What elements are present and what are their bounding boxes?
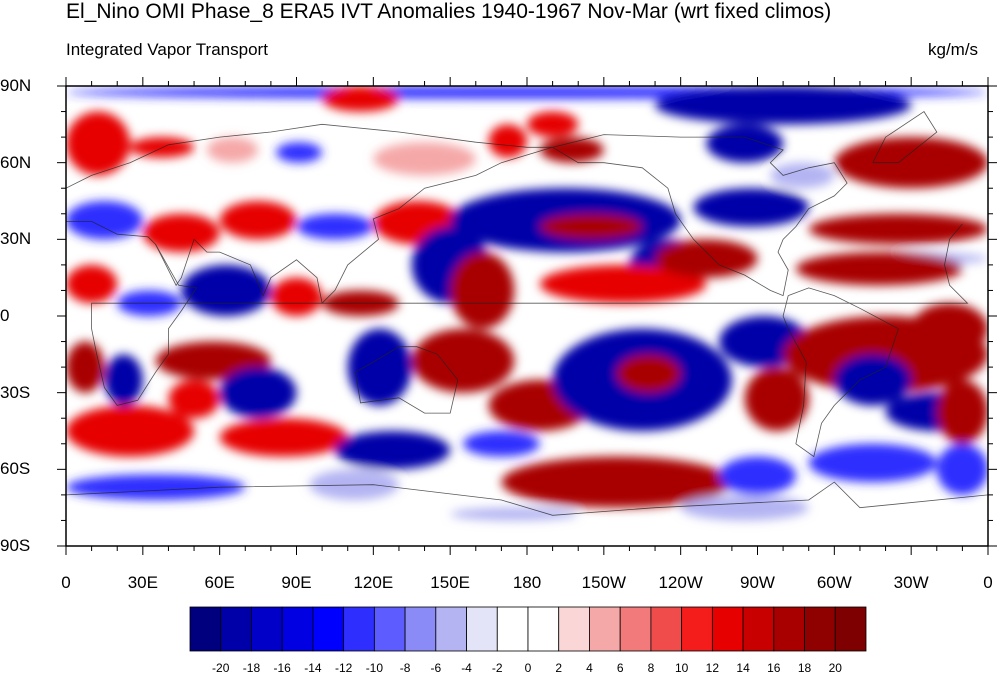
colorbar-tick-label: -4	[461, 661, 472, 675]
lat-tick-label: 60S	[0, 459, 31, 479]
lon-tick-label: 90E	[281, 573, 312, 592]
colorbar-tick-label: -18	[242, 661, 261, 675]
lon-tick-label: 120W	[658, 573, 703, 592]
colorbar-swatch	[343, 606, 375, 652]
lon-tick-label: 60W	[816, 573, 852, 592]
colorbar-tick-label: -6	[430, 661, 442, 675]
colorbar-swatch	[558, 606, 590, 652]
colorbar-swatch	[435, 606, 467, 652]
lon-tick-label: 150E	[430, 573, 470, 592]
colorbar-tick-label: 10	[674, 661, 689, 675]
colorbar-tick-label: -10	[365, 661, 384, 675]
lon-tick-label: 120E	[353, 573, 394, 592]
colorbar-tick-label: -14	[304, 661, 322, 675]
colorbar-swatch	[312, 606, 345, 652]
colorbar-swatch	[834, 606, 867, 652]
colorbar-tick-label: 8	[647, 661, 655, 675]
colorbar-swatch	[681, 606, 713, 652]
colorbar-tick-label: -12	[334, 661, 353, 675]
plot-title: El_Nino OMI Phase_8 ERA5 IVT Anomalies 1…	[66, 0, 832, 23]
lon-tick-label: 30E	[127, 573, 158, 592]
colorbar-tick-label: 0	[524, 661, 532, 675]
colorbar-swatch	[650, 606, 683, 652]
lat-tick-label: 30N	[0, 229, 32, 249]
colorbar-tick-label: 4	[586, 661, 593, 675]
colorbar-swatch	[466, 606, 498, 652]
colorbar-swatch	[804, 606, 836, 652]
colorbar-swatch	[189, 606, 222, 652]
lon-tick-label: 150W	[581, 573, 627, 592]
colorbar-swatch	[619, 606, 652, 652]
colorbar-tick-label: 2	[555, 661, 563, 675]
lon-tick-label: 30W	[893, 573, 929, 592]
colorbar-tick-label: 14	[736, 661, 750, 675]
colorbar-swatch	[527, 606, 560, 652]
colorbar-tick-label: -2	[491, 661, 503, 675]
colorbar-swatch	[589, 606, 621, 652]
colorbar-swatch	[373, 606, 406, 652]
colorbar-swatch	[251, 606, 283, 652]
colorbar-swatch	[496, 606, 529, 652]
colorbar-swatch	[742, 606, 775, 652]
anomaly-field	[66, 86, 988, 546]
colorbar-tick-label: 20	[828, 661, 842, 675]
colorbar-tick-label: 12	[705, 661, 720, 675]
colorbar-swatch	[711, 606, 744, 652]
lat-tick-label: 0	[0, 306, 10, 325]
colorbar-tick-label: 18	[797, 661, 812, 675]
lat-tick-label: 60N	[0, 152, 32, 172]
colorbar-swatch	[281, 606, 314, 652]
colorbar-tick-label: 6	[616, 661, 624, 675]
units-label: kg/m/s	[928, 40, 979, 59]
colorbar-swatch	[404, 606, 437, 652]
lon-tick-label: 180	[512, 573, 542, 592]
lon-tick-label: 0	[983, 573, 993, 592]
lat-tick-label: 90S	[0, 536, 31, 555]
colorbar-tick-label: -20	[212, 661, 230, 675]
lon-tick-label: 90W	[740, 573, 775, 592]
colorbar	[189, 606, 867, 652]
colorbar-swatch	[220, 606, 252, 652]
colorbar-tick-label: 16	[767, 661, 781, 675]
lon-tick-label: 60E	[204, 573, 235, 592]
colorbar-tick-label: -8	[399, 661, 411, 675]
lat-tick-label: 90N	[0, 76, 32, 95]
lat-tick-label: 30S	[0, 382, 31, 402]
colorbar-swatch	[773, 606, 805, 652]
lon-tick-label: 0	[61, 573, 71, 592]
variable-label: Integrated Vapor Transport	[66, 40, 268, 59]
colorbar-tick-label: -16	[273, 661, 291, 675]
